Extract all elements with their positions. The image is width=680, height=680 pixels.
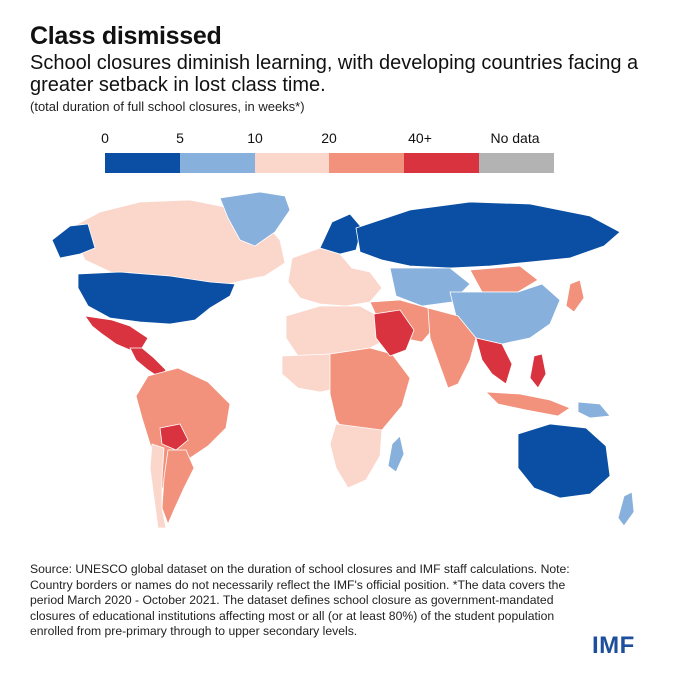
region-central-asia	[389, 267, 471, 307]
legend-label-5: 5	[176, 130, 184, 146]
region-australia	[517, 423, 611, 499]
legend-label-20: 20	[321, 130, 337, 146]
region-madagascar	[387, 435, 405, 473]
region-alaska	[51, 223, 96, 259]
region-japan	[565, 279, 585, 313]
legend-swatch-no-data	[479, 153, 554, 173]
region-central-africa	[329, 347, 411, 441]
region-greenland	[219, 191, 291, 247]
region-chile	[149, 443, 167, 529]
legend-swatch-20	[329, 153, 405, 173]
chart-subtitle: School closures diminish learning, with …	[30, 52, 639, 96]
legend-swatch-10	[254, 153, 330, 173]
region-southeast-asia	[475, 337, 513, 385]
legend-swatch-40	[404, 153, 480, 173]
legend-labels: 0 5 10 20 40+ No data	[0, 130, 680, 148]
legend-label-10: 10	[247, 130, 263, 146]
region-argentina	[161, 449, 195, 526]
region-mongolia	[469, 265, 539, 293]
source-note: Source: UNESCO global dataset on the dur…	[30, 562, 570, 638]
units-note: (total duration of full school closures,…	[30, 99, 305, 114]
region-scandinavia	[319, 213, 363, 255]
legend-label-0: 0	[101, 130, 109, 146]
imf-logo: IMF	[592, 632, 635, 659]
world-map	[51, 191, 635, 529]
legend-swatch-5	[179, 153, 255, 173]
region-saudi-arabia	[373, 309, 415, 357]
region-north-africa	[285, 305, 391, 357]
chart-title: Class dismissed	[30, 22, 222, 50]
region-philippines	[529, 353, 547, 389]
region-russia	[355, 201, 621, 269]
region-new-zealand	[617, 491, 635, 527]
legend-label-40: 40+	[408, 130, 432, 146]
region-bolivia	[159, 423, 189, 451]
legend-swatch-0	[105, 153, 180, 173]
legend-color-bar	[105, 153, 554, 173]
region-south-asia	[427, 307, 477, 389]
region-southern-africa	[329, 423, 383, 489]
region-europe	[287, 247, 383, 307]
region-united-states	[77, 271, 236, 325]
region-papua	[577, 401, 611, 419]
region-indonesia	[484, 391, 571, 417]
legend-label-no-data: No data	[490, 130, 540, 146]
